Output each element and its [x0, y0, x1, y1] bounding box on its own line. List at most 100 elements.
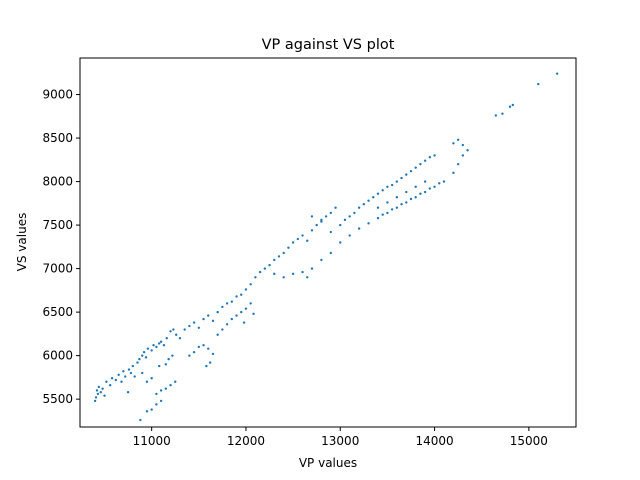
data-point — [96, 392, 100, 396]
data-point — [419, 192, 422, 195]
data-point — [390, 208, 394, 211]
data-point — [122, 370, 125, 373]
data-point — [442, 180, 446, 183]
data-point — [167, 357, 170, 361]
y-axis-label: VS values — [15, 213, 29, 272]
data-point — [423, 180, 427, 183]
data-point — [372, 196, 375, 199]
data-point — [183, 328, 186, 331]
data-point — [192, 321, 196, 324]
data-point — [159, 399, 163, 403]
data-point — [249, 283, 252, 286]
data-point — [188, 354, 191, 357]
data-point — [282, 276, 285, 279]
data-point — [97, 385, 101, 389]
data-point — [216, 333, 219, 336]
data-point — [452, 171, 455, 175]
data-point — [456, 138, 460, 142]
data-point — [400, 176, 403, 180]
data-point — [282, 251, 285, 255]
data-point — [367, 199, 370, 202]
data-point — [405, 201, 408, 204]
data-point — [296, 237, 300, 241]
data-point — [240, 293, 243, 296]
data-point — [376, 192, 380, 195]
data-point — [211, 352, 215, 356]
data-point — [211, 319, 215, 323]
data-point — [150, 377, 153, 380]
data-point — [174, 380, 177, 383]
data-point — [329, 211, 333, 215]
data-point — [127, 368, 131, 371]
data-point — [508, 105, 512, 108]
data-point — [291, 272, 295, 276]
data-point — [155, 345, 158, 349]
data-point — [99, 390, 102, 394]
data-point — [242, 321, 246, 324]
data-point — [357, 227, 361, 230]
data-point — [139, 418, 142, 422]
data-point — [414, 166, 417, 169]
data-point — [376, 216, 380, 220]
data-point — [306, 276, 309, 279]
data-point — [235, 314, 238, 317]
data-point — [456, 162, 460, 166]
data-point — [423, 190, 427, 194]
data-point — [310, 215, 314, 218]
y-tick-label: 7500 — [42, 218, 73, 232]
data-point — [353, 211, 356, 215]
data-point — [452, 142, 455, 145]
data-point — [202, 317, 205, 321]
data-point — [155, 392, 158, 396]
data-point — [367, 222, 370, 225]
data-point — [244, 288, 248, 291]
x-axis-label: VP values — [299, 456, 357, 470]
data-point — [320, 220, 323, 223]
data-point — [254, 276, 257, 279]
y-tick-label: 8500 — [42, 131, 73, 145]
data-point — [419, 162, 422, 166]
data-point — [494, 114, 498, 117]
data-point — [150, 408, 153, 411]
data-point — [376, 206, 380, 209]
data-point — [306, 239, 309, 242]
data-point — [320, 218, 323, 222]
data-point — [178, 337, 182, 340]
data-point — [142, 350, 146, 354]
data-point — [138, 357, 141, 361]
data-point — [225, 302, 229, 305]
data-point — [205, 364, 208, 368]
data-point — [428, 156, 432, 159]
x-tick-label: 14000 — [415, 434, 453, 448]
data-point — [357, 206, 361, 209]
data-point — [381, 213, 384, 216]
data-point — [197, 345, 201, 349]
data-point — [94, 396, 98, 399]
data-point — [207, 347, 210, 350]
data-point — [324, 215, 328, 218]
data-point — [287, 246, 290, 249]
data-point — [110, 377, 114, 380]
data-point — [310, 229, 314, 232]
data-point — [390, 183, 394, 187]
data-point — [159, 389, 163, 392]
data-point — [101, 387, 104, 390]
data-point — [197, 326, 201, 329]
data-point — [208, 361, 212, 364]
data-point — [146, 347, 150, 350]
data-point — [263, 267, 267, 270]
data-point — [409, 169, 413, 173]
data-point — [164, 387, 168, 390]
data-point — [141, 354, 144, 357]
data-point — [155, 403, 158, 406]
data-point — [329, 230, 333, 234]
data-point — [386, 185, 389, 188]
data-point — [136, 361, 139, 364]
data-point — [310, 267, 314, 270]
data-point — [230, 300, 234, 303]
data-point — [405, 190, 408, 194]
data-point — [381, 189, 384, 192]
data-point — [466, 149, 469, 152]
points-layer — [93, 72, 559, 422]
